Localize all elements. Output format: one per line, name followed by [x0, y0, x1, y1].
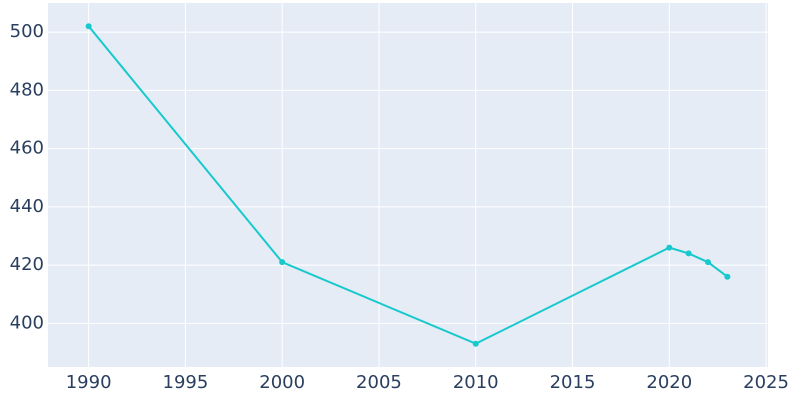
- data-point: [724, 273, 731, 280]
- x-tick-label: 2000: [259, 372, 305, 393]
- x-tick-label: 2005: [356, 372, 402, 393]
- data-point: [685, 250, 692, 257]
- data-point: [472, 340, 479, 347]
- x-tick-label: 2015: [550, 372, 596, 393]
- x-tick-label: 1995: [163, 372, 209, 393]
- y-tick-label: 480: [10, 79, 44, 100]
- y-tick-label: 460: [10, 138, 44, 159]
- y-tick-label: 420: [10, 254, 44, 275]
- x-tick-label: 2010: [453, 372, 499, 393]
- plot-area: [48, 3, 768, 367]
- x-tick-label: 1990: [66, 372, 112, 393]
- x-tick-label: 2025: [743, 372, 789, 393]
- y-tick-label: 400: [10, 312, 44, 333]
- data-point: [705, 259, 711, 266]
- data-point: [279, 259, 286, 266]
- x-tick-label: 2020: [646, 372, 692, 393]
- y-tick-label: 500: [10, 21, 44, 42]
- data-point: [85, 23, 92, 30]
- data-point: [666, 244, 673, 251]
- y-tick-label: 440: [10, 196, 44, 217]
